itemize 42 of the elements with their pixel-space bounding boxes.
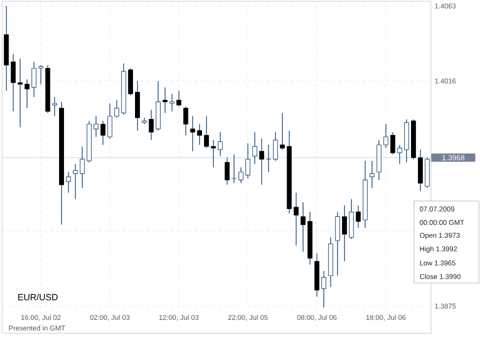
candlestick — [148, 109, 154, 140]
candlestick — [18, 58, 23, 128]
candlestick — [100, 120, 106, 146]
candlestick — [210, 140, 216, 168]
candlestick — [176, 90, 182, 107]
candlestick — [224, 157, 230, 186]
candlestick — [114, 100, 120, 118]
annotation: EUR/USD — [18, 294, 58, 300]
candlestick — [94, 116, 98, 138]
candlestick — [280, 112, 285, 150]
candlestick — [107, 102, 112, 139]
candlestick — [197, 124, 202, 146]
candlestick — [24, 79, 30, 109]
candlestick — [321, 270, 326, 308]
candlestick — [335, 212, 340, 276]
candlestick — [397, 144, 402, 164]
candlestick — [66, 172, 71, 194]
candlestick — [52, 96, 58, 117]
candlestick — [10, 53, 16, 112]
candlestick — [183, 106, 188, 136]
candlestick — [300, 202, 306, 252]
candlestick — [238, 166, 244, 184]
candlestick — [204, 116, 209, 148]
candlestick — [218, 132, 223, 156]
candlestick — [162, 87, 168, 114]
candlestick — [252, 132, 258, 164]
candlestick — [190, 116, 196, 152]
candlestick — [342, 205, 347, 262]
candlestick — [356, 205, 361, 228]
candlestick — [128, 68, 133, 96]
candlestick — [245, 142, 250, 179]
candlestick — [383, 124, 388, 148]
candlestick — [390, 132, 396, 155]
candlestick — [32, 61, 36, 98]
candlestick — [72, 164, 78, 200]
candlestick — [259, 138, 264, 186]
candlestick — [170, 93, 174, 112]
candlestick — [273, 132, 278, 162]
candlestick — [80, 146, 85, 188]
candlestick — [370, 160, 375, 188]
candlestick — [38, 64, 44, 85]
candlestick — [294, 192, 299, 246]
